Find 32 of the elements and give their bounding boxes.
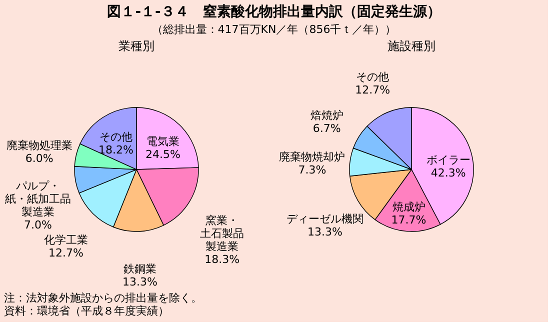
text: （総排出量：417百万KN／年（856千ｔ／年）） (152, 23, 396, 36)
slice-label: 廃棄物焼却炉 (279, 150, 346, 164)
data-label: 12.7% (355, 83, 390, 96)
slice-label: 廃棄物処理業 (6, 138, 72, 152)
data-label: 18.3% (204, 253, 240, 266)
data-label: 17.7% (391, 213, 426, 226)
slice-label: 焼成炉 (392, 200, 426, 214)
slice-label: 化学工業 (44, 233, 88, 246)
data-label: 13.3% (122, 275, 158, 288)
data-label: 7.0% (24, 218, 52, 232)
slice-label: その他 (356, 70, 390, 84)
slice-label: ディーゼル機関 (286, 212, 364, 226)
slice-label: 電気業 (146, 135, 180, 148)
data-label: 13.3% (307, 226, 342, 239)
data-label: 12.7% (48, 246, 84, 260)
slice-label: 窯業・土石製品製造業 (200, 214, 244, 254)
data-label: 6.0% (25, 152, 54, 165)
chart-title: 施設種別 (388, 39, 436, 53)
chart-title: 業種別 (118, 39, 154, 53)
slice-label: ボイラー (426, 153, 470, 166)
data-label: 42.3% (430, 166, 466, 180)
text: 注：法対象外施設からの排出量を除く。 (4, 292, 202, 304)
data-label: 7.3% (298, 163, 326, 176)
data-label: 6.7% (312, 122, 341, 136)
data-label: 18.2% (98, 144, 134, 157)
slice-label: パルプ・紙・紙加工品製造業 (4, 179, 71, 218)
text: 図１-１-３４ 窒素酸化物排出量内訳（固定発生源） (107, 3, 441, 20)
slice-label: その他 (99, 130, 132, 144)
slice-label: 鉄鋼業 (123, 262, 156, 276)
data-label: 24.5% (145, 148, 180, 162)
text: 資料：環境省（平成８年度実績） (4, 304, 169, 318)
slice-label: 焙焼炉 (310, 109, 344, 122)
